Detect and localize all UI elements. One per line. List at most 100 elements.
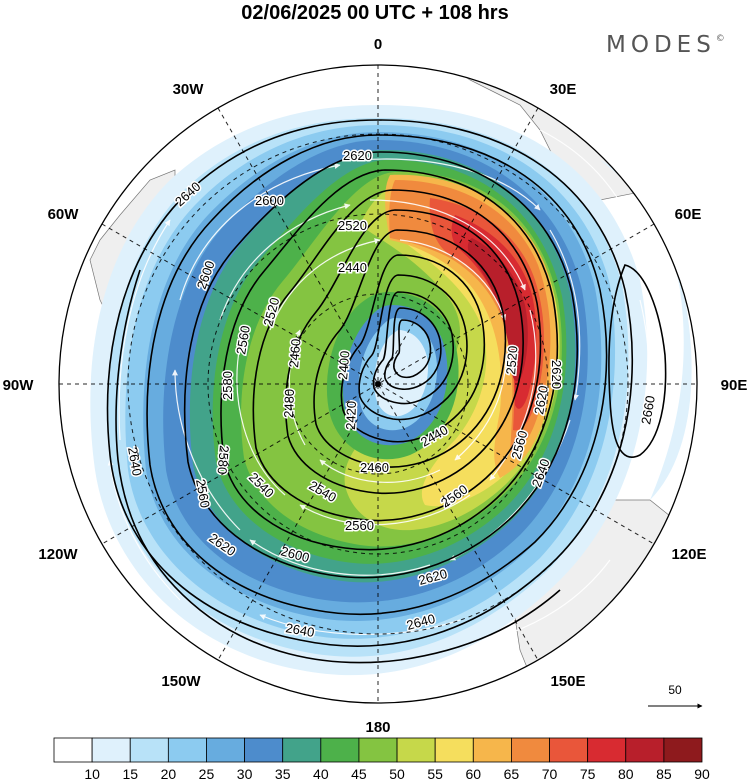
colorbar-tick-label: 55: [427, 766, 443, 782]
colorbar-swatch: [587, 737, 627, 763]
graticule: [59, 65, 697, 703]
wind-streamline: [489, 559, 611, 642]
wind-streamline: [369, 199, 526, 291]
wind-streamline: [319, 459, 441, 483]
brand-text: MODES: [606, 32, 716, 58]
colorbar-tick-label: 35: [275, 766, 291, 782]
lon-label-60e: 60E: [675, 206, 702, 223]
brand-mark: ©: [715, 34, 725, 44]
colorbar-swatch: [320, 737, 360, 763]
south-pole-marker: [375, 381, 381, 387]
wind-streamline: [259, 614, 461, 636]
contour-label: 2640: [284, 620, 315, 640]
contour-label: 2620: [531, 384, 551, 415]
colorbar-swatch: [91, 737, 131, 763]
contour-label: 2460: [360, 460, 389, 475]
colorbar-tick-label: 30: [237, 766, 253, 782]
wind-streamline: [399, 239, 507, 321]
contour-label: 2420: [343, 401, 359, 430]
wind-streamline: [118, 219, 171, 441]
lon-label-30e: 30E: [550, 81, 577, 98]
colorbar-swatch: [167, 737, 207, 763]
contour-label: 2620: [549, 360, 564, 389]
wind-streamline: [288, 329, 306, 446]
wind-streamline: [219, 203, 351, 321]
colorbar-ticks: 10 15 20 25 30 35 40 45 50 55 60 65 70 75 80 85 90: [84, 766, 710, 782]
colorbar-tick-label: 65: [504, 766, 520, 782]
contour-label: 2620: [343, 148, 372, 163]
colorbar-tick-label: 90: [694, 766, 710, 782]
wind-streamline: [107, 459, 181, 601]
colorbar-swatch: [206, 737, 245, 763]
contour-2580: [220, 169, 559, 551]
colorbar-swatch: [663, 737, 703, 763]
contour-label: 2440: [338, 260, 367, 275]
colorbar-tick-label: 70: [542, 766, 558, 782]
colorbar-swatch: [511, 737, 550, 763]
wind-streamline: [359, 158, 541, 211]
wind-streamline: [539, 129, 631, 221]
wind-streamline: [179, 163, 341, 301]
colorbar-tick-label: 15: [122, 766, 138, 782]
colorbar-tick-label: 75: [580, 766, 596, 782]
wind-streamline: [549, 229, 581, 401]
colorbar-swatch: [549, 737, 589, 763]
contour-2540: [284, 209, 524, 495]
wind-streamline: [172, 369, 241, 531]
colorbar-swatch: [358, 737, 398, 763]
contour-2640: [106, 119, 634, 647]
colorbar-swatch: [129, 737, 169, 763]
wind-streamline: [269, 238, 381, 331]
wind-streamline: [236, 344, 286, 496]
contour-label: 2660: [638, 394, 658, 425]
contour-2480: [340, 254, 486, 443]
contour-2640-outer: [115, 269, 561, 664]
contour-label: 2460: [286, 338, 303, 368]
contour-label: 2640: [125, 446, 145, 477]
colorbar-tick-label: 85: [656, 766, 672, 782]
colorbar-swatch: [434, 737, 474, 763]
colorbar-swatch: [625, 737, 665, 763]
reference-vector-label: 50: [668, 683, 682, 697]
lon-label-150e: 150E: [550, 673, 585, 690]
contour-label: 2600: [255, 193, 284, 208]
wind-speed-shading: [90, 105, 692, 676]
lon-label-120e: 120E: [671, 546, 706, 563]
colorbar-swatch: [53, 737, 93, 763]
wind-streamline: [454, 339, 507, 461]
colorbar-tick-label: 80: [618, 766, 634, 782]
contour-label: 2400: [335, 350, 352, 380]
colorbar-swatch: [396, 737, 436, 763]
longitude-labels: 0 30E 60E 90E 120E 150E 180 150W 120W 90…: [3, 36, 748, 736]
contour-label: 2480: [281, 389, 297, 418]
lon-label-60w: 60W: [48, 206, 80, 223]
wind-streamline: [299, 494, 471, 526]
wind-streamline: [489, 309, 537, 481]
contour-2420: [384, 307, 442, 391]
colorbar-tick-label: 40: [313, 766, 329, 782]
colorbar-tick-label: 20: [161, 766, 177, 782]
colorbar-swatch: [244, 737, 284, 763]
contour-label: 2560: [508, 429, 530, 461]
shade-80-85: [467, 238, 528, 382]
contour-2460: [358, 274, 468, 421]
contour-label: 2520: [338, 218, 367, 233]
colorbar-tick-label: 10: [84, 766, 100, 782]
contour-label: 2560: [193, 478, 213, 509]
shade-polar-cap-10: [374, 330, 428, 417]
wind-arrows: [107, 129, 650, 642]
colorbar-tick-label: 25: [199, 766, 215, 782]
contour-label: 2560: [345, 518, 374, 533]
colorbar-swatch: [472, 737, 512, 763]
contour-2560: [252, 189, 542, 522]
colorbar-tick-label: 60: [466, 766, 482, 782]
wind-streamline: [249, 539, 431, 576]
lon-label-90e: 90E: [721, 377, 748, 394]
contour-label: 2560: [233, 324, 253, 355]
contour-label: 2580: [214, 445, 231, 475]
lon-label-180: 180: [365, 719, 390, 736]
height-contours: [106, 119, 667, 664]
contour-label: 2580: [220, 371, 235, 400]
contour-2660: [608, 264, 667, 458]
